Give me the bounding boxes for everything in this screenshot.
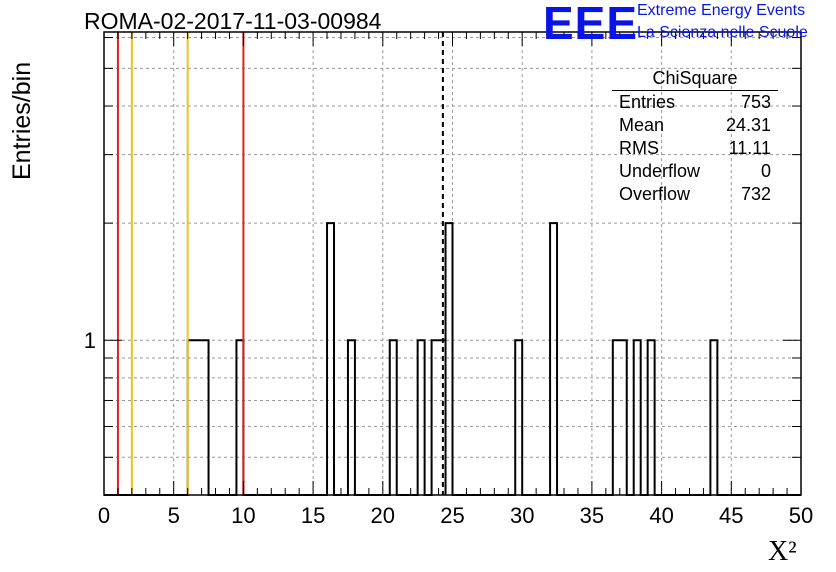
histogram-bin — [515, 340, 522, 495]
stats-rows: Entries 753 Mean 24.31 RMS 11.11 Underflow 0 Ove… — [612, 91, 778, 206]
stats-row-rms: RMS 11.11 — [612, 137, 778, 160]
x-tick-label: 50 — [789, 503, 813, 528]
eee-logo: EEE — [543, 0, 639, 49]
stats-label: Entries — [619, 92, 676, 112]
stats-label: Overflow — [619, 184, 691, 204]
eee-logo-line-2: La Scienza nelle Scuole — [637, 24, 808, 41]
histogram-bin — [327, 223, 334, 495]
x-tick-label: 10 — [231, 503, 255, 528]
x-tick-label: 35 — [580, 503, 604, 528]
stats-label: Underflow — [619, 161, 701, 181]
x-tick-label: 15 — [301, 503, 325, 528]
x-axis-label: X² — [768, 536, 797, 567]
histogram-bin — [236, 340, 243, 495]
x-tick-label: 20 — [371, 503, 395, 528]
stats-value: 0 — [760, 161, 771, 181]
stats-row-mean: Mean 24.31 — [612, 114, 778, 137]
stats-row-overflow: Overflow 732 — [612, 183, 778, 206]
stats-value: 753 — [740, 92, 771, 112]
x-tick-label: 5 — [168, 503, 180, 528]
histogram-bin — [188, 340, 209, 495]
histogram-bin — [550, 223, 557, 495]
x-tick-label: 0 — [98, 503, 110, 528]
stats-label: RMS — [619, 138, 659, 158]
histogram-bin — [390, 340, 397, 495]
x-tick-label: 40 — [649, 503, 673, 528]
histogram-bin — [418, 340, 425, 495]
stats-box: ChiSquare Entries 753 Mean 24.31 RMS 11.11 Und… — [612, 66, 778, 206]
histogram-bin — [648, 340, 655, 495]
histogram-bin — [710, 340, 717, 495]
histogram-bin — [613, 340, 627, 495]
histogram-bin — [432, 340, 446, 495]
x-tick-label: 25 — [440, 503, 464, 528]
y-tick-label: 1 — [84, 328, 96, 353]
stats-row-underflow: Underflow 0 — [612, 160, 778, 183]
eee-logo-line-1: Extreme Energy Events — [637, 2, 806, 19]
stats-row-entries: Entries 753 — [612, 91, 778, 114]
stats-value: 24.31 — [725, 115, 771, 135]
stats-label: Mean — [619, 115, 665, 135]
y-axis-label: Entries/bin — [8, 61, 36, 180]
x-tick-label: 30 — [510, 503, 534, 528]
histogram-bin — [634, 340, 641, 495]
histogram-bin — [446, 223, 453, 495]
stats-value: 732 — [740, 184, 771, 204]
stats-box-title: ChiSquare — [612, 66, 778, 91]
chart-title: ROMA-02-2017-11-03-00984 — [84, 8, 382, 34]
x-tick-label: 45 — [719, 503, 743, 528]
histogram-bin — [348, 340, 355, 495]
stats-value: 11.11 — [728, 138, 771, 158]
